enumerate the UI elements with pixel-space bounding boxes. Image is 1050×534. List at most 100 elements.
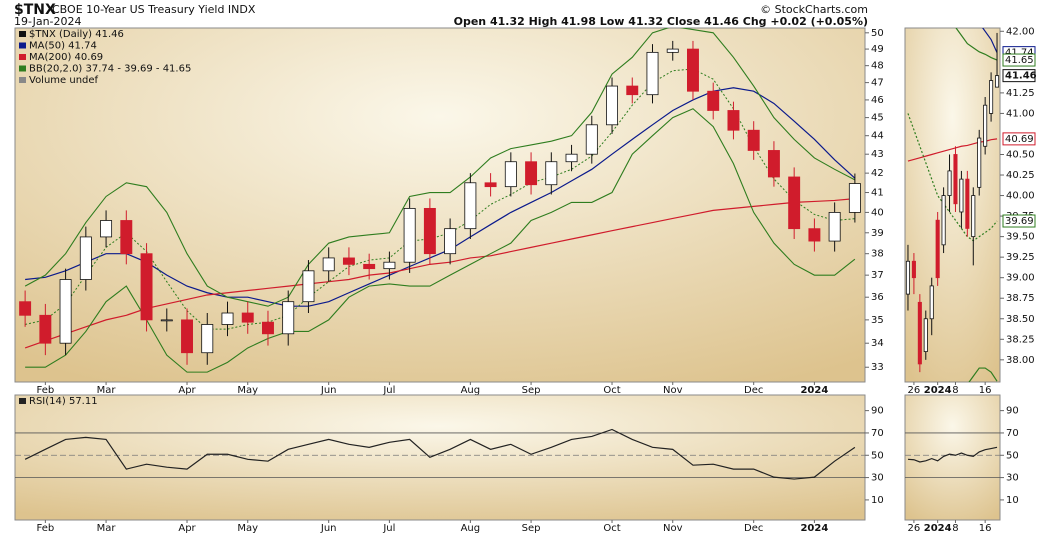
y-tick-label: 35 (871, 315, 884, 326)
candle-body (444, 228, 457, 255)
candle-body (504, 161, 517, 188)
candle-body (707, 90, 720, 111)
x-tick-label: Apr (178, 385, 196, 396)
candle-body (565, 153, 578, 163)
y-tick-label: 90 (1006, 406, 1019, 417)
x-tick-label: Sep (522, 523, 541, 534)
candle-body (947, 170, 952, 196)
candle-body (201, 324, 214, 354)
x-tick-label: Oct (603, 385, 620, 396)
x-tick-label: Sep (522, 385, 541, 396)
y-tick-label: 38 (871, 249, 884, 260)
candle-body (959, 178, 964, 213)
x-tick-label: 2024 (800, 385, 828, 396)
y-tick-label: 40.50 (1006, 149, 1035, 160)
value-label: 39.69 (1005, 216, 1034, 227)
x-tick-label: 16 (979, 523, 992, 534)
candle-body (848, 183, 861, 213)
candle-body (917, 301, 922, 365)
y-tick-label: 38.25 (1006, 334, 1035, 345)
x-tick-label: Feb (36, 523, 54, 534)
candle-body (808, 228, 821, 242)
candle-body (727, 110, 740, 131)
y-tick-label: 40.00 (1006, 191, 1035, 202)
candle-body (767, 150, 780, 178)
candle-body (160, 319, 173, 322)
y-tick-label: 70 (1006, 428, 1019, 439)
candle-body (363, 263, 376, 270)
candle-body (923, 318, 928, 353)
candle-body (342, 257, 355, 265)
y-tick-label: 38.50 (1006, 314, 1035, 325)
x-tick-label: Nov (663, 385, 683, 396)
candle-body (282, 301, 295, 335)
legend-label: BB(20,2.0) 37.74 - 39.69 - 41.65 (29, 64, 191, 75)
y-tick-label: 48 (871, 61, 884, 72)
candle-body (911, 260, 916, 279)
x-tick-label: Dec (744, 385, 763, 396)
x-tick-label: 26 (908, 523, 921, 534)
value-label-box (1002, 53, 1036, 67)
candle-body (687, 48, 699, 92)
candle-body (403, 207, 416, 263)
panel-background (14, 394, 866, 521)
candle-body (100, 220, 113, 238)
candle-body (464, 182, 477, 230)
x-tick-label: 16 (979, 385, 992, 396)
x-tick-label: Jul (382, 523, 395, 534)
x-tick-label: Jun (320, 523, 337, 534)
candle-body (181, 319, 193, 354)
series-line (955, 28, 998, 61)
candle-body (989, 80, 994, 114)
quote: Open 41.32 High 41.98 Low 41.32 Close 41… (454, 15, 868, 28)
y-tick-label: 39 (871, 228, 884, 239)
legend-swatch (19, 42, 26, 49)
y-tick-label: 30 (1006, 473, 1019, 484)
y-tick-label: 39.25 (1006, 252, 1035, 263)
source: © StockCharts.com (760, 3, 868, 16)
x-tick-label: Jun (320, 385, 337, 396)
series-line (24, 428, 856, 480)
y-tick-label: 50 (871, 28, 884, 39)
legend-label: RSI(14) 57.11 (29, 396, 98, 407)
series-line (907, 446, 998, 463)
panel-background (14, 27, 866, 383)
x-tick-label: Mar (97, 385, 117, 396)
candle-body (626, 85, 639, 96)
candle-body (59, 279, 72, 344)
series-line (25, 87, 856, 307)
date: 19-Jan-2024 (14, 15, 82, 28)
candle-body (585, 124, 598, 155)
value-label-box (1002, 132, 1036, 146)
candle-body (39, 314, 52, 344)
x-tick-label: Jul (382, 385, 395, 396)
x-tick-label: 8 (952, 385, 958, 396)
y-tick-label: 40 (871, 207, 884, 218)
series-line (968, 367, 998, 382)
candle-body (484, 182, 497, 188)
x-tick-label: Aug (461, 523, 481, 534)
x-tick-label: Oct (603, 523, 620, 534)
candle-body (929, 285, 934, 320)
legend-swatch (19, 77, 26, 83)
value-label: 41.74 (1005, 48, 1034, 59)
legend-label: $TNX (Daily) 41.46 (29, 29, 124, 40)
value-label-box (1002, 69, 1036, 83)
candle-body (788, 176, 801, 230)
y-tick-label: 42 (871, 168, 884, 179)
x-tick-label: 2024 (924, 523, 952, 534)
x-tick-label: Feb (36, 385, 54, 396)
y-tick-label: 41 (871, 188, 884, 199)
x-tick-label: 8 (952, 523, 958, 534)
y-tick-label: 49 (871, 44, 884, 55)
y-tick-label: 47 (871, 78, 884, 89)
x-tick-label: Nov (663, 523, 683, 534)
y-tick-label: 39.00 (1006, 273, 1035, 284)
candle-body (953, 154, 958, 205)
y-tick-label: 40.25 (1006, 170, 1035, 181)
y-tick-label: 70 (871, 428, 884, 439)
series-line (907, 113, 998, 242)
y-tick-label: 34 (871, 338, 884, 349)
candle-body (525, 161, 538, 186)
candle-body (221, 312, 234, 325)
